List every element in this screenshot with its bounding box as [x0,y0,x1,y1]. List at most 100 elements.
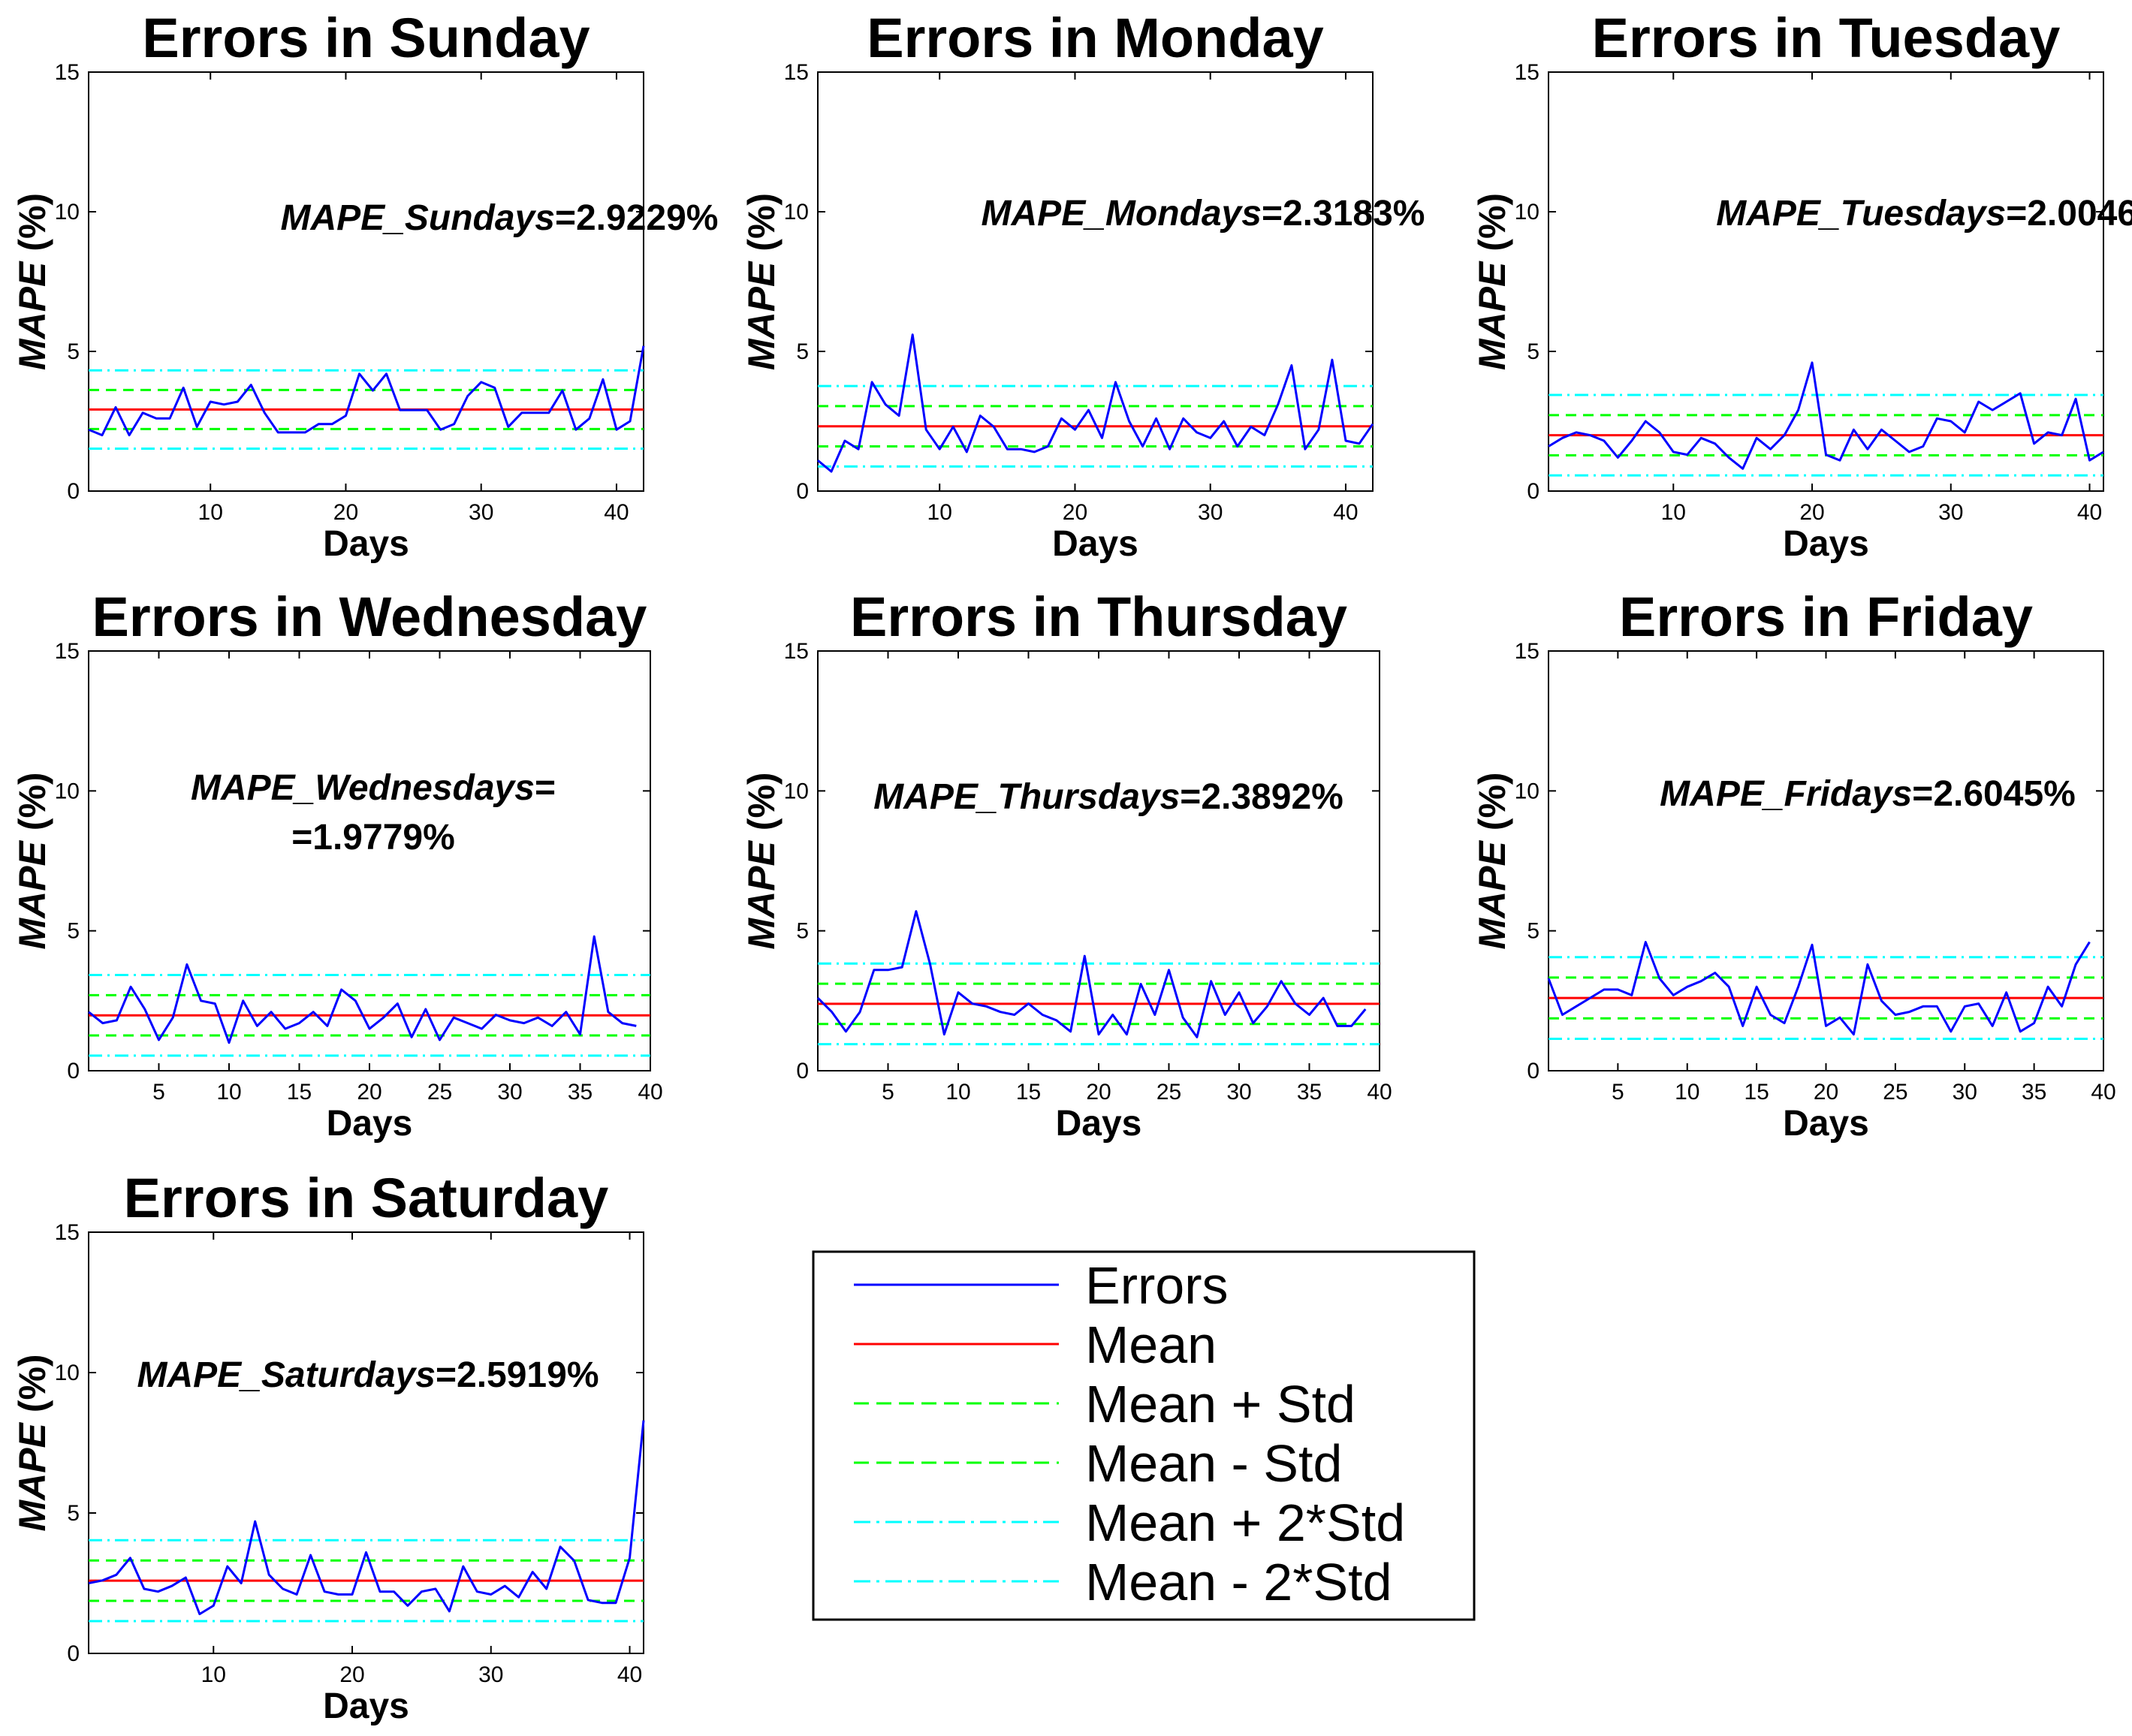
x-tick-label: 35 [2022,1080,2046,1105]
y-axis-label-italic: MAPE [11,261,53,370]
mape-annotation-value: =2.6045% [1912,774,2076,814]
plot-area [88,71,644,492]
mape-annotation-name: MAPE_Thursdays [873,777,1180,817]
y-tick-label: 5 [67,1501,80,1526]
x-axis-label: Days [1783,1104,1869,1144]
plot-area [817,71,1374,492]
legend-box [812,1250,1476,1621]
x-tick-label: 5 [1612,1080,1624,1105]
plot-area [817,650,1380,1071]
x-axis-label: Days [323,1686,409,1726]
y-tick-label: 10 [1515,200,1539,225]
x-tick-label: 25 [427,1080,452,1105]
x-tick-label: 25 [1156,1080,1181,1105]
y-axis-label-italic: MAPE [11,839,53,949]
legend-label: Mean [1085,1316,1217,1374]
legend-label: Mean + 2*Std [1085,1493,1405,1552]
y-tick-label: 5 [796,339,809,364]
x-tick-label: 10 [216,1080,241,1105]
y-tick-label: 0 [67,1641,80,1666]
x-tick-label: 30 [497,1080,522,1105]
mape-annotation: MAPE_Tuesdays=2.0046% [1716,194,2132,234]
plot-area [88,1231,644,1654]
x-tick-label: 15 [1016,1080,1041,1105]
y-axis-label-italic: MAPE [1471,261,1513,370]
y-tick-label: 5 [67,919,80,944]
x-tick-label: 40 [638,1080,662,1105]
x-tick-label: 30 [1226,1080,1251,1105]
subplot-1: 0 5 10 15 10 20 30 40 Errors in Sunday Days MAPE (… [11,7,718,564]
y-axis-label: MAPE (%) [11,193,53,370]
y-tick-label: 10 [1515,779,1539,803]
x-tick-label: 10 [1661,500,1686,525]
mape-annotation-value: =2.3892% [1180,777,1343,817]
y-axis-label-unit: (%) [11,772,53,841]
legend-label: Mean - Std [1085,1434,1342,1493]
x-tick-label: 35 [568,1080,593,1105]
subplot-3: 0 5 10 15 10 20 30 40 Errors in Tuesday Days MAPE … [1471,7,2132,564]
x-axis-label: Days [323,524,409,564]
x-tick-label: 5 [882,1080,894,1105]
mape-annotation: MAPE_Mondays=2.3183% [982,194,1425,234]
errors-series-line [816,910,1367,1038]
y-tick-label: 10 [55,1361,80,1385]
y-tick-label: 15 [55,639,80,664]
x-tick-label: 30 [1938,500,1963,525]
subplot-5: 0 5 10 15 5 10 15 20 25 30 35 40 Errors in Thursday D… [740,586,1392,1144]
y-tick-label: 15 [55,60,80,85]
mape-annotation: MAPE_Wednesdays= [191,768,556,808]
mape-annotation: =1.9779% [291,818,455,857]
mape-annotation-name: MAPE_Saturdays [137,1355,435,1395]
x-axis-label: Days [1056,1104,1142,1144]
mape-annotation-value: =1.9779% [291,818,455,857]
mape-annotation: MAPE_Fridays=2.6045% [1660,774,2076,814]
x-tick-label: 30 [478,1662,503,1687]
x-tick-label: 20 [1063,500,1087,525]
plot-area [1548,71,2104,492]
mape-annotation-value: =2.5919% [436,1355,599,1395]
legend-label: Errors [1085,1256,1229,1315]
y-tick-label: 15 [784,60,809,85]
chart-title: Errors in Thursday [850,586,1347,648]
x-tick-label: 35 [1297,1080,1322,1105]
mape-annotation-name: MAPE_Sundays [281,198,555,238]
y-axis-label: MAPE (%) [740,193,783,370]
x-tick-label: 30 [469,500,493,525]
mape-annotation-name: MAPE_Fridays [1660,774,1912,814]
plot-area [88,650,651,1071]
y-tick-label: 0 [796,1059,809,1083]
y-tick-label: 10 [784,200,809,225]
x-tick-label: 40 [1333,500,1358,525]
x-tick-label: 40 [1367,1080,1392,1105]
y-tick-label: 0 [67,479,80,504]
x-tick-label: 30 [1953,1080,1977,1105]
y-axis-label-unit: (%) [740,193,783,262]
x-axis-label: Days [327,1104,413,1144]
y-axis-label-unit: (%) [740,772,783,841]
subplot-7: 0 5 10 15 10 20 30 40 Errors in Saturday Days MAPE… [11,1167,645,1726]
y-tick-label: 0 [1527,1059,1539,1083]
chart-title: Errors in Sunday [142,7,590,69]
mape-annotation-value: =2.0046% [2006,194,2132,234]
mape-annotation-name: MAPE_Mondays [982,194,1262,234]
mape-annotation: MAPE_Thursdays=2.3892% [873,777,1343,817]
y-tick-label: 10 [55,200,80,225]
x-tick-label: 10 [1675,1080,1699,1105]
y-axis-label-italic: MAPE [11,1421,53,1531]
y-axis-label: MAPE (%) [11,1354,53,1531]
y-axis-label: MAPE (%) [740,772,783,949]
errors-series-line [88,1420,645,1616]
y-axis-label-italic: MAPE [1471,839,1513,949]
x-tick-label: 15 [1744,1080,1769,1105]
y-axis-label: MAPE (%) [1471,193,1513,370]
errors-series-line [817,333,1374,473]
y-tick-label: 15 [1515,60,1539,85]
y-tick-label: 5 [1527,919,1539,944]
x-tick-label: 25 [1883,1080,1907,1105]
mape-annotation: MAPE_Saturdays=2.5919% [137,1355,599,1395]
y-axis-label-unit: (%) [1471,193,1513,262]
x-tick-label: 40 [604,500,629,525]
x-tick-label: 10 [198,500,223,525]
